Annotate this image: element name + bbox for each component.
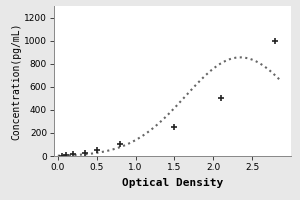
Y-axis label: Concentration(pg/mL): Concentration(pg/mL) [11,22,21,140]
X-axis label: Optical Density: Optical Density [122,178,223,188]
